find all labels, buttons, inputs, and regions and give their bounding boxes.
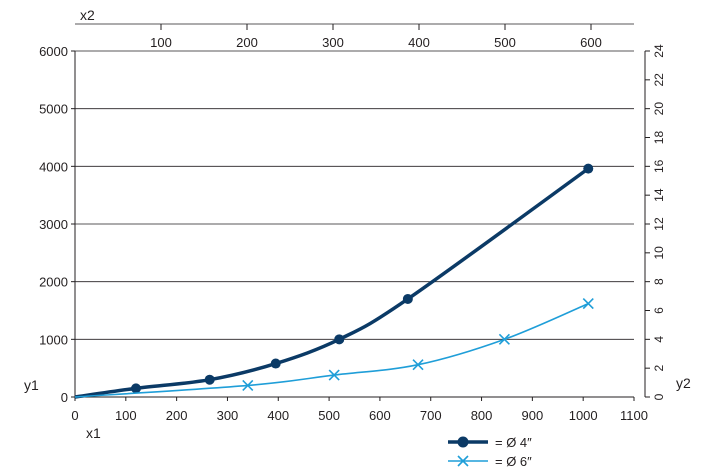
x1-tick-label: 0 (71, 408, 78, 423)
y1-tick-label: 6000 (39, 44, 68, 59)
y2-tick-label: 18 (652, 131, 666, 145)
series-2-point (328, 369, 340, 381)
x1-tick-label: 300 (217, 408, 239, 423)
y1-tick-label: 3000 (39, 217, 68, 232)
series-1-point (334, 334, 345, 345)
y2-axis-label: y2 (676, 375, 691, 391)
series-2-line (74, 302, 589, 398)
x-marker-stroke (412, 359, 424, 371)
series-1-point (402, 293, 413, 304)
x1-tick-label: 1100 (620, 408, 648, 423)
x2-tick-label: 200 (236, 35, 258, 50)
axes (71, 23, 650, 401)
x1-tick-label: 1000 (569, 408, 598, 423)
legend-marker-1 (457, 436, 469, 448)
y1-axis-label: y1 (24, 377, 39, 393)
x1-tick-label: 600 (369, 408, 391, 423)
series-group (74, 163, 594, 399)
y2-tick-label: 8 (652, 278, 666, 285)
series-2-point (498, 333, 510, 345)
y2-tick-label: 6 (652, 307, 666, 314)
gridlines (75, 50, 634, 340)
x1-tick-label: 700 (420, 408, 442, 423)
series-1-point (130, 383, 141, 394)
y2-tick-label: 22 (652, 73, 666, 87)
x1-tick-label: 200 (166, 408, 188, 423)
legend-marker-2 (457, 455, 469, 467)
y2-tick-label: 16 (652, 159, 666, 173)
series-1-point (270, 358, 281, 369)
x1-tick-label: 400 (267, 408, 289, 423)
series-2-point (582, 298, 594, 310)
y1-tick-label: 0 (61, 390, 68, 405)
legend-label-1: = Ø 4″ (495, 435, 532, 450)
y1-tick-label: 1000 (39, 332, 68, 347)
x1-tick-label: 900 (522, 408, 544, 423)
y2-tick-label: 20 (652, 102, 666, 116)
x1-tick-label: 800 (471, 408, 493, 423)
y2-tick-label: 14 (652, 188, 666, 202)
x1-axis-label: x1 (86, 425, 101, 441)
x-marker-stroke (242, 379, 254, 392)
x2-tick-label: 400 (408, 35, 430, 50)
x2-tick-label: 600 (580, 35, 602, 50)
x-marker-stroke (582, 298, 594, 310)
series-2-point (242, 379, 254, 392)
x2-tick-label: 500 (494, 35, 516, 50)
series-1-line (74, 167, 590, 399)
series-2-point (412, 359, 424, 371)
x-marker-stroke (457, 455, 469, 467)
y1-tick-label: 4000 (39, 159, 68, 174)
y2-tick-label: 2 (652, 365, 666, 372)
x-marker-stroke (498, 333, 510, 345)
y2-tick-label: 10 (652, 246, 666, 260)
series-1-point (583, 163, 594, 174)
legend: = Ø 4″ = Ø 6″ (448, 435, 532, 469)
y2-tick-label: 0 (652, 393, 666, 400)
x1-tick-label: 500 (318, 408, 340, 423)
y1-tick-label: 2000 (39, 275, 68, 290)
x2-axis-label: x2 (80, 7, 95, 23)
y2-tick-label: 24 (652, 44, 666, 58)
series-1-point (204, 374, 215, 385)
x1-tick-label: 100 (115, 408, 137, 423)
y1-tick-label: 5000 (39, 102, 68, 117)
y2-tick-label: 4 (652, 336, 666, 343)
x-marker-stroke (328, 369, 340, 381)
x2-tick-label: 100 (150, 35, 172, 50)
x2-tick-label: 300 (322, 35, 344, 50)
y2-tick-label: 12 (652, 217, 666, 231)
legend-label-2: = Ø 6″ (495, 454, 532, 469)
